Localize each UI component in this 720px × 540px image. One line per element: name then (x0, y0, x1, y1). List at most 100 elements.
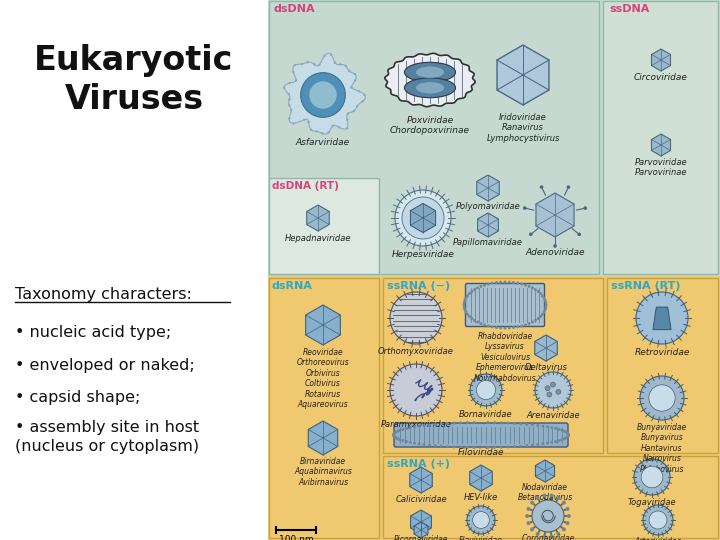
Circle shape (467, 506, 495, 534)
Circle shape (512, 326, 515, 329)
Polygon shape (535, 335, 557, 361)
Circle shape (560, 429, 563, 431)
Circle shape (464, 299, 467, 302)
FancyBboxPatch shape (383, 456, 718, 538)
Circle shape (536, 290, 540, 293)
FancyBboxPatch shape (383, 278, 603, 453)
Circle shape (463, 301, 466, 304)
Polygon shape (410, 510, 431, 534)
Circle shape (643, 505, 673, 535)
Circle shape (468, 292, 471, 295)
Circle shape (476, 286, 479, 289)
Circle shape (551, 382, 556, 387)
Polygon shape (652, 134, 670, 156)
Circle shape (513, 445, 516, 448)
Circle shape (358, 90, 360, 92)
Circle shape (346, 118, 348, 121)
Circle shape (535, 372, 571, 408)
Circle shape (567, 514, 571, 518)
Circle shape (557, 439, 560, 442)
FancyBboxPatch shape (603, 1, 718, 274)
FancyBboxPatch shape (269, 278, 379, 538)
Text: Birnaviridae
Aquabirnavirus
Avibirnavirus: Birnaviridae Aquabirnavirus Avibirnaviru… (294, 457, 352, 487)
Circle shape (491, 282, 494, 285)
Circle shape (541, 442, 544, 446)
Circle shape (307, 121, 310, 123)
Circle shape (480, 285, 482, 288)
Circle shape (525, 514, 529, 518)
Polygon shape (410, 204, 436, 233)
Circle shape (526, 521, 531, 525)
Circle shape (542, 310, 546, 314)
Circle shape (350, 86, 353, 89)
Circle shape (470, 290, 473, 293)
Text: • capsid shape;: • capsid shape; (15, 390, 140, 405)
Circle shape (318, 64, 320, 66)
Circle shape (549, 494, 554, 497)
Text: Deltavirus: Deltavirus (525, 363, 567, 372)
Text: Nodaviridae
Betanodavirus: Nodaviridae Betanodavirus (518, 483, 572, 502)
Circle shape (331, 125, 334, 127)
Bar (268, 0, 720, 540)
Circle shape (519, 422, 522, 426)
Circle shape (283, 86, 285, 89)
Text: Iridoviridae
Ranavirus
Lymphocystivirus: Iridoviridae Ranavirus Lymphocystivirus (486, 113, 559, 143)
Circle shape (289, 82, 291, 84)
Ellipse shape (405, 62, 456, 82)
Circle shape (423, 424, 426, 427)
Polygon shape (307, 205, 329, 231)
Circle shape (288, 98, 291, 100)
Circle shape (470, 317, 473, 320)
Circle shape (310, 82, 337, 109)
Circle shape (409, 441, 412, 444)
Circle shape (542, 535, 546, 538)
Polygon shape (384, 53, 475, 107)
Text: 100 nm: 100 nm (279, 535, 313, 540)
Circle shape (301, 73, 346, 117)
Circle shape (354, 79, 356, 82)
Circle shape (423, 443, 426, 446)
Circle shape (503, 327, 506, 329)
Circle shape (395, 436, 397, 440)
Circle shape (405, 427, 408, 430)
Circle shape (530, 501, 534, 505)
Circle shape (476, 321, 479, 323)
Circle shape (513, 422, 516, 425)
Circle shape (345, 65, 347, 68)
Circle shape (556, 389, 561, 394)
Text: Circoviridae: Circoviridae (634, 73, 688, 82)
Text: • enveloped or naked;: • enveloped or naked; (15, 358, 194, 373)
Circle shape (493, 446, 496, 449)
Text: Togaviridae: Togaviridae (628, 498, 676, 507)
Circle shape (516, 282, 519, 285)
Circle shape (531, 423, 534, 427)
Circle shape (396, 437, 400, 440)
Text: Filoviridae: Filoviridae (458, 448, 504, 457)
Polygon shape (414, 522, 428, 538)
Circle shape (493, 421, 496, 424)
Circle shape (541, 424, 544, 428)
Text: Parvoviridae
Parvovirinae: Parvoviridae Parvovirinae (635, 158, 688, 178)
Circle shape (500, 421, 503, 424)
Circle shape (487, 446, 490, 449)
Polygon shape (469, 465, 492, 491)
Circle shape (636, 292, 688, 344)
Ellipse shape (416, 82, 444, 93)
Circle shape (466, 421, 469, 424)
Circle shape (466, 313, 469, 316)
Circle shape (564, 436, 567, 440)
Circle shape (339, 63, 341, 66)
Text: Retroviridae: Retroviridae (634, 348, 690, 357)
Circle shape (534, 319, 537, 322)
Circle shape (334, 62, 336, 64)
Circle shape (557, 532, 560, 536)
Text: Bornaviridae: Bornaviridae (459, 410, 513, 419)
Circle shape (507, 422, 510, 424)
FancyBboxPatch shape (466, 284, 544, 327)
Polygon shape (536, 193, 574, 237)
Circle shape (472, 511, 490, 529)
Circle shape (396, 430, 400, 433)
Circle shape (520, 282, 523, 286)
Circle shape (544, 301, 547, 304)
Circle shape (323, 55, 325, 57)
